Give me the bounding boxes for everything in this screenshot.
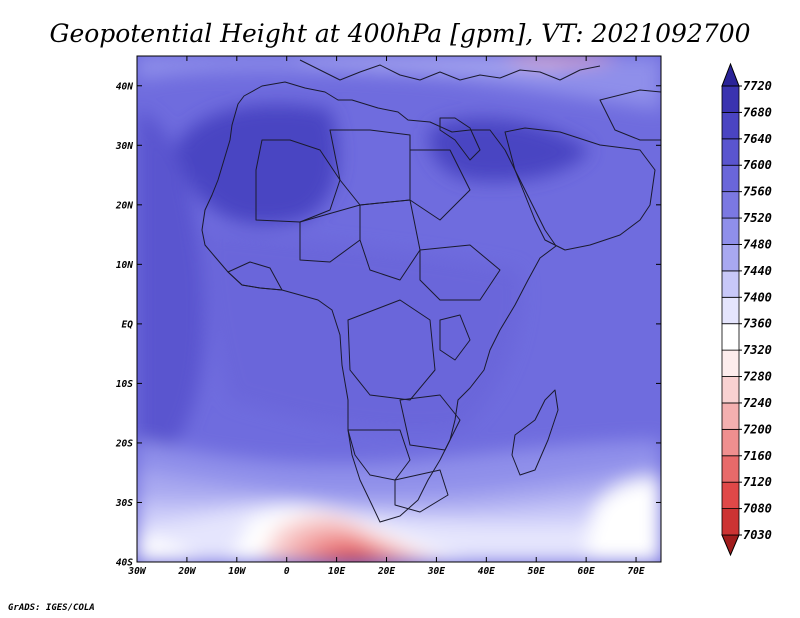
credit-label: GrADS: IGES/COLA [8, 603, 95, 613]
lon-tick-label: 50E [528, 566, 545, 577]
colorbar-max-triangle [721, 62, 740, 87]
colorbar-min-triangle [721, 534, 740, 557]
colorbar-label: 7560 [743, 185, 772, 199]
colorbar-label: 7480 [743, 237, 772, 251]
lon-tick-label: 20W [177, 566, 196, 577]
lon-tick-label: 40E [478, 566, 495, 577]
colorbar-label: 7120 [743, 475, 772, 489]
lat-tick-label: 10S [116, 379, 133, 390]
colorbar-label: 7160 [743, 449, 772, 463]
colorbar-label: 7640 [743, 132, 772, 146]
lat-tick-label: 30S [115, 498, 133, 509]
colorbar-segment [721, 270, 740, 298]
colorbar-label: 7320 [743, 343, 772, 357]
colorbar-segment [721, 217, 740, 245]
colorbar-segment [721, 481, 740, 509]
lon-tick-label: 20E [377, 566, 395, 577]
map-title: Geopotential Height at 400hPa [gpm], VT:… [49, 19, 750, 48]
colorbar-label: 7280 [743, 370, 772, 384]
colorbar-label: 7360 [743, 317, 772, 331]
colorbar-label: 7520 [743, 211, 772, 225]
lon-tick-label: 0 [284, 566, 290, 577]
lat-tick-label: 40N [116, 81, 133, 92]
coastlines [201, 59, 661, 523]
lon-tick-label: 60E [578, 566, 595, 577]
colorbar-segment [721, 508, 740, 536]
colorbar-segment [721, 376, 740, 404]
lat-tick-label: 20N [115, 200, 133, 211]
latitude-axis: 40N 30N 20N 10N EQ 10S 20S 30S 40S [115, 81, 661, 569]
colorbar-segment [721, 191, 740, 219]
map-area [137, 56, 661, 562]
colorbar-segment [721, 296, 740, 325]
lon-tick-label: 30W [127, 566, 146, 577]
colorbar-label: 7030 [743, 528, 772, 542]
colorbar-segment [721, 349, 740, 377]
colorbar-label: 7200 [743, 422, 772, 436]
colorbar-label: 7400 [743, 290, 772, 304]
colorbar-label: 7600 [743, 158, 772, 172]
lat-tick-label: 40S [116, 558, 133, 569]
lat-tick-label: 30N [115, 141, 133, 152]
colorbar-segment [721, 164, 740, 193]
colorbar-segment [721, 455, 740, 483]
lon-tick-label: 10E [328, 566, 345, 577]
colorbar-segment [721, 85, 740, 113]
colorbar-segment [721, 138, 740, 166]
colorbar-segment [721, 402, 740, 430]
colorbar-label: 7720 [743, 79, 772, 93]
colorbar-segment [721, 112, 740, 140]
lon-tick-label: 70E [627, 566, 644, 577]
height-field [137, 56, 661, 562]
lon-tick-label: 10W [228, 566, 246, 577]
colorbar-segment [721, 244, 740, 272]
lat-tick-label: 20S [115, 438, 133, 449]
lat-tick-label: 10N [116, 260, 133, 271]
longitude-axis: 30W 20W 10W 0 10E 20E 30E 40E 50E 60E 70E [127, 56, 645, 577]
colorbar-label: 7080 [743, 502, 772, 516]
map-frame [136, 55, 662, 563]
lon-tick-label: 30E [427, 566, 445, 577]
lat-tick-label: EQ [122, 319, 134, 330]
colorbar-segment [721, 428, 740, 457]
colorbar: 7030 7080 7120 7160 7200 7240 7280 7320 7360 7400… [721, 62, 772, 557]
colorbar-label: 7440 [743, 264, 772, 278]
colorbar-segment [721, 323, 740, 351]
colorbar-label: 7680 [743, 105, 772, 119]
colorbar-label: 7240 [743, 396, 772, 410]
